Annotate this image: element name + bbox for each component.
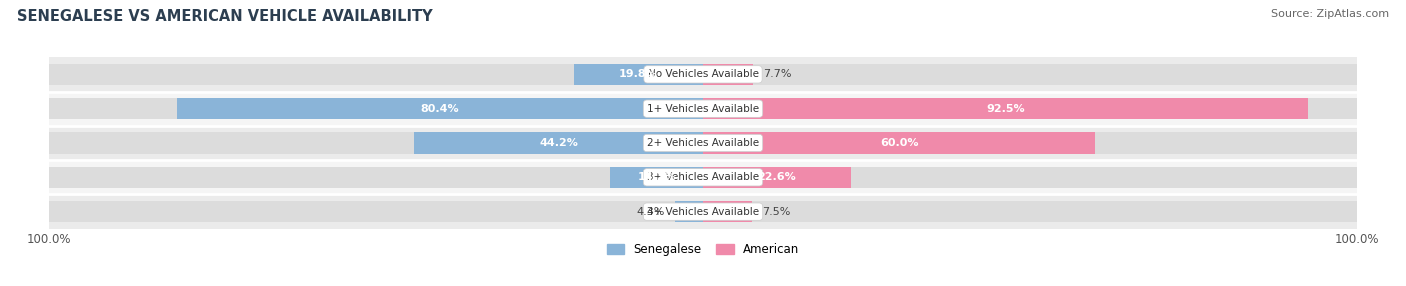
Text: 14.2%: 14.2% [637, 172, 676, 182]
Bar [49, 98, 703, 119]
Text: 2+ Vehicles Available: 2+ Vehicles Available [647, 138, 759, 148]
Bar [703, 98, 1357, 119]
Text: 60.0%: 60.0% [880, 138, 918, 148]
Bar [177, 98, 703, 119]
Bar [413, 132, 703, 154]
Text: 1+ Vehicles Available: 1+ Vehicles Available [647, 104, 759, 114]
Text: 4+ Vehicles Available: 4+ Vehicles Available [647, 207, 759, 217]
Bar [49, 126, 1357, 160]
Text: No Vehicles Available: No Vehicles Available [648, 69, 758, 79]
Text: 44.2%: 44.2% [538, 138, 578, 148]
Text: SENEGALESE VS AMERICAN VEHICLE AVAILABILITY: SENEGALESE VS AMERICAN VEHICLE AVAILABIL… [17, 9, 433, 23]
Bar [703, 132, 1095, 154]
Bar [703, 64, 754, 85]
Text: 19.8%: 19.8% [619, 69, 658, 79]
Bar [49, 132, 703, 154]
Bar [703, 64, 1357, 85]
Bar [703, 132, 1357, 154]
Text: Source: ZipAtlas.com: Source: ZipAtlas.com [1271, 9, 1389, 19]
Bar [49, 92, 1357, 126]
Text: 80.4%: 80.4% [420, 104, 460, 114]
Bar [703, 98, 1308, 119]
Text: 4.3%: 4.3% [637, 207, 665, 217]
Bar [703, 201, 1357, 222]
Bar [49, 167, 703, 188]
Bar [49, 194, 1357, 229]
Bar [703, 167, 851, 188]
Text: 3+ Vehicles Available: 3+ Vehicles Available [647, 172, 759, 182]
Bar [574, 64, 703, 85]
Text: 92.5%: 92.5% [986, 104, 1025, 114]
Text: 7.7%: 7.7% [763, 69, 792, 79]
Legend: Senegalese, American: Senegalese, American [602, 238, 804, 261]
Bar [610, 167, 703, 188]
Bar [49, 201, 703, 222]
Bar [675, 201, 703, 222]
Text: 22.6%: 22.6% [758, 172, 796, 182]
Bar [49, 160, 1357, 194]
Bar [703, 201, 752, 222]
Bar [49, 64, 703, 85]
Text: 7.5%: 7.5% [762, 207, 790, 217]
Bar [703, 167, 1357, 188]
Bar [49, 57, 1357, 92]
